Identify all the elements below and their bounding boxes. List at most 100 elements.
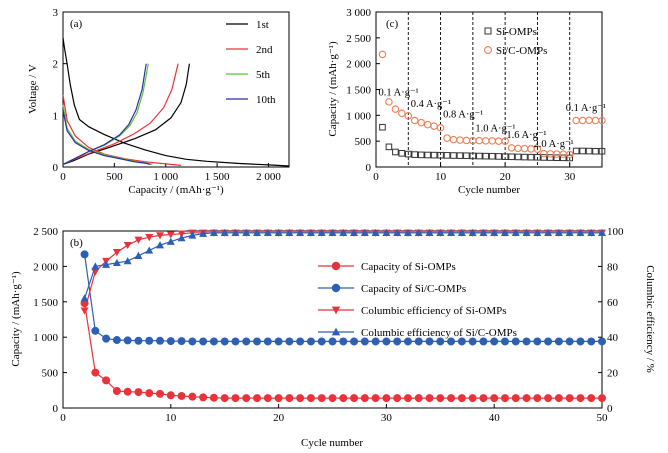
data-point [554,228,563,236]
y-tick-label: 2 000 [346,59,371,71]
data-point [425,337,434,346]
x-tick-label: 30 [564,171,576,183]
data-point [242,337,251,346]
data-point [382,337,391,346]
panel-b-y-axis-label: Capacity / (mAh·g⁻¹) [10,271,22,367]
data-point [80,250,89,259]
data-point [350,337,359,346]
x-tick-label: 1 500 [205,171,230,183]
y2-tick-label: 60 [607,297,619,309]
data-point [414,394,423,403]
data-point [425,228,434,236]
data-point [285,394,294,403]
y-tick-label: 0 [53,403,59,415]
panel-a-x-axis-label: Capacity / (mAh·g⁻¹) [128,184,224,196]
data-point [145,233,154,242]
data-point [436,337,445,346]
x-tick-label: 500 [106,171,123,183]
y-tick-label: 3 000 [346,7,371,19]
data-point [587,337,596,346]
data-point [145,336,154,345]
data-point [306,394,315,403]
data-point [579,147,586,155]
data-point [488,152,496,160]
data-point [102,334,111,343]
data-point [199,337,208,346]
legend-label: Capacity of Si-OMPs [361,261,456,273]
panel-c-rate-dividers [407,12,571,167]
data-point [177,391,186,400]
data-point [339,394,348,403]
panel-b-label: (b) [70,237,83,249]
data-point [544,228,553,236]
data-point [145,389,154,398]
panel-b-y2-axis-label: Columbic efficiency / % [644,265,656,373]
data-point [188,337,197,346]
data-point [231,337,240,346]
data-point [209,337,218,346]
data-point [437,151,444,159]
data-point [285,337,294,346]
legend-label: 2nd [256,44,273,56]
data-point [166,231,175,239]
legend-marker [484,27,492,35]
data-point [328,394,337,403]
data-point [274,228,283,236]
panel-a-curves [62,37,290,167]
data-point [199,229,208,237]
data-point [468,337,477,346]
legend-marker [331,261,341,271]
data-point [414,337,423,346]
data-point [469,152,477,160]
data-point [436,123,445,132]
data-point [565,394,574,403]
data-point [500,228,509,236]
data-point [598,228,606,236]
data-point [242,228,251,236]
panel-c-label: (c) [386,18,399,30]
data-point [522,337,531,346]
data-point [253,337,262,346]
data-point [411,151,419,158]
panel-a-voltage-profile: 0 500 1 000 1 500 2 000 0 1 2 3 1st 2nd 5th 10th (… [27,7,290,196]
data-point [328,337,337,346]
data-point [112,336,121,345]
data-point [417,151,425,159]
data-point [220,394,229,403]
panel-b-x-ticks: 0 10 20 30 40 50 [60,404,608,424]
data-point [391,105,400,113]
data-point [404,150,412,158]
data-point [350,228,359,236]
data-point [533,394,542,403]
data-point [566,154,574,162]
panel-c-rate-annotations: 0.1 A·g⁻¹0.4 A·g⁻¹0.8 A·g⁻¹1.0 A·g⁻¹1.6 … [378,88,605,150]
data-point [565,337,574,346]
data-point [91,326,100,335]
y-tick-label: 0 [366,162,372,174]
panel-a-y-axis-label: Voltage / V [27,64,39,114]
data-point [188,392,197,401]
panel-c-legend: Si-OMPs Si/C-OMPs [484,26,547,57]
panel-c-rate-capability: 0 10 20 30 0 500 1 000 1 500 2 000 2 500 3 000 0.… [327,7,606,196]
rate-label: 2.0 A·g⁻¹ [533,139,573,150]
panel-a-x-ticks: 0 500 1 000 1 500 2 000 [60,163,281,183]
data-point [501,137,509,145]
panel-a-legend: 1st 2nd 5th 10th [226,19,276,106]
y2-tick-label: 40 [607,332,619,344]
data-point [102,376,111,385]
data-point [436,228,445,236]
data-point [522,228,531,236]
data-point [457,228,466,236]
data-point [443,152,451,159]
panel-c-y-ticks: 0 500 1 000 1 500 2 000 2 500 3 000 [346,7,380,174]
data-point [425,394,434,403]
data-point [156,241,165,249]
curve-charge [62,63,147,165]
data-point [598,337,606,346]
data-point [209,228,218,236]
data-point [80,307,89,315]
data-point [511,394,520,403]
legend-label: 5th [256,69,271,81]
data-point [393,228,402,236]
data-point [371,337,380,346]
